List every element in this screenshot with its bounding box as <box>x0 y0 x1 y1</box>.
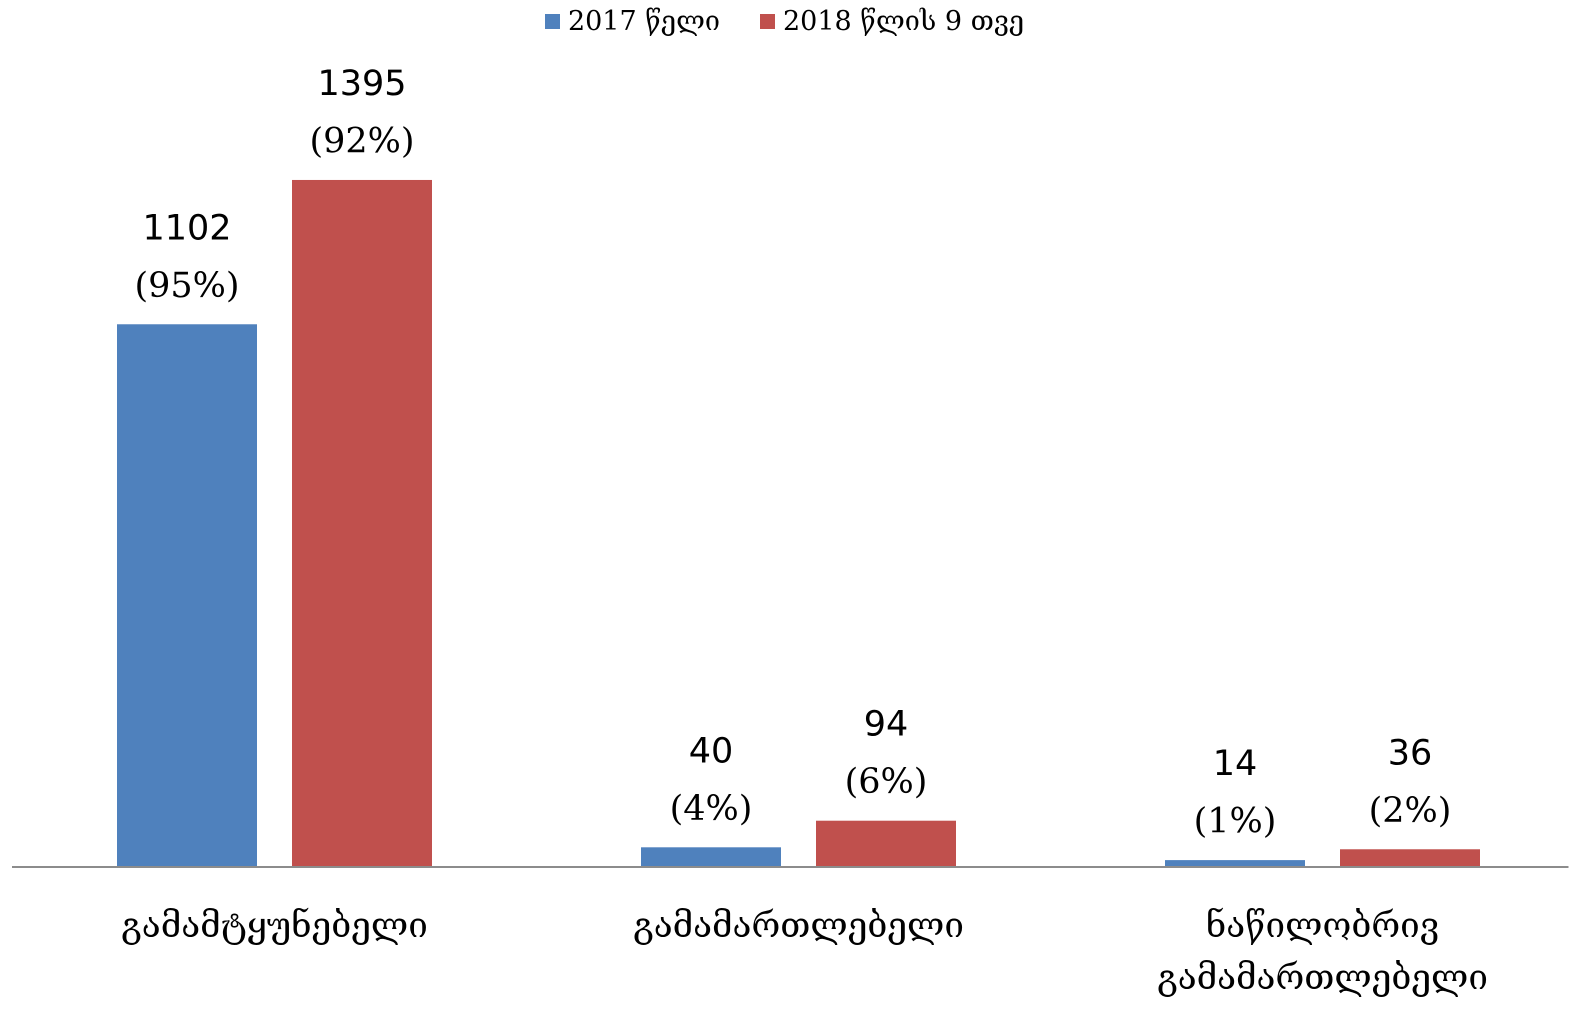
data-label: 94 <box>864 705 909 745</box>
legend-item: 2017 წელი <box>544 6 720 37</box>
legend-swatch <box>759 14 775 29</box>
data-label: 1102 <box>142 208 231 248</box>
legend-item: 2018 წლის 9 თვე <box>759 6 1025 37</box>
bar <box>641 847 781 867</box>
data-label: 36 <box>1388 733 1433 773</box>
data-label: 1395 <box>317 64 406 104</box>
x-tick-label: გამამტყუნებელი <box>121 906 428 946</box>
x-tick-label: გამამართლებელი <box>633 906 964 946</box>
data-label: 14 <box>1213 744 1258 784</box>
share-label: (95%) <box>134 266 239 306</box>
x-tick-label: ნაწილობრივ გამამართლებელი <box>1157 906 1488 998</box>
share-label: (6%) <box>845 762 928 802</box>
bar <box>292 179 432 867</box>
legend-label: 2017 წელი <box>567 6 720 37</box>
bar <box>1165 860 1305 867</box>
data-label: 40 <box>689 731 734 771</box>
bar <box>1340 849 1480 867</box>
share-label: (92%) <box>309 121 414 161</box>
legend-swatch <box>544 14 560 29</box>
share-label: (4%) <box>670 789 753 829</box>
legend: 2017 წელი 2018 წლის 9 თვე <box>0 6 1569 37</box>
legend-label: 2018 წლის 9 თვე <box>782 6 1025 37</box>
share-label: (1%) <box>1194 802 1277 842</box>
bar <box>117 324 257 867</box>
bar <box>816 820 956 867</box>
share-label: (2%) <box>1369 791 1452 831</box>
